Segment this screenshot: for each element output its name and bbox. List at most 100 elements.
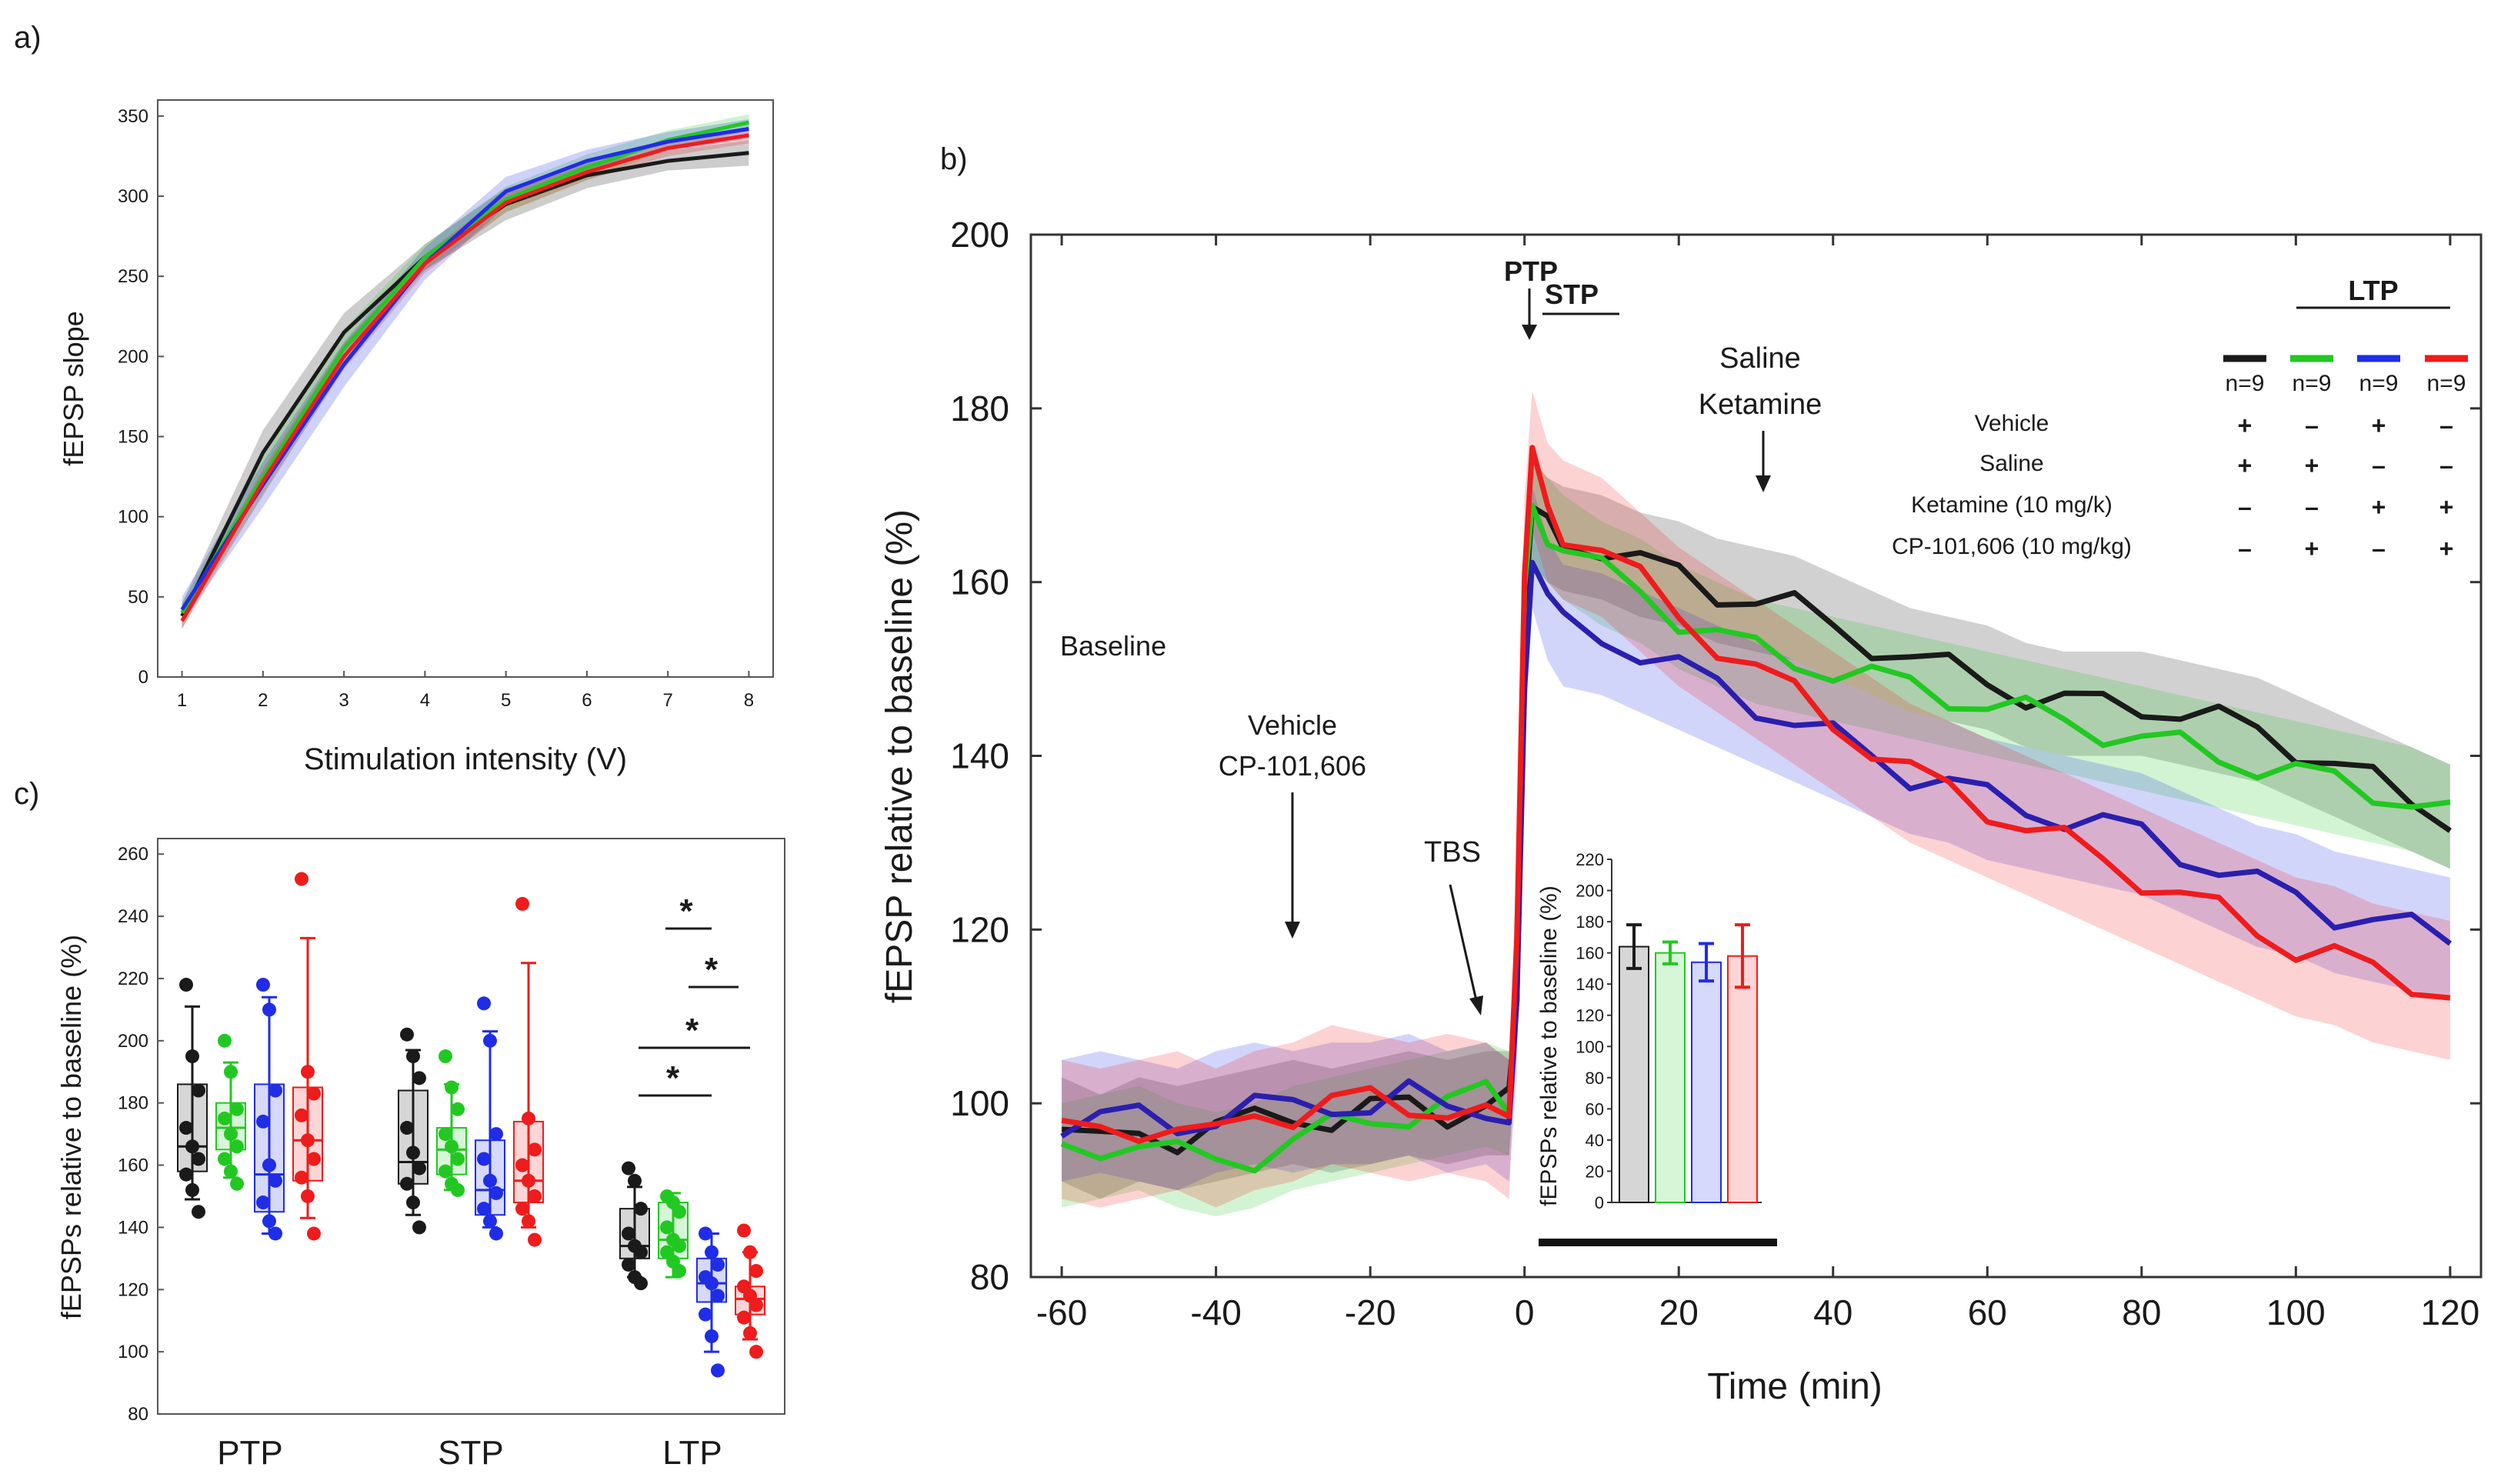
panel-c-point-red: [528, 1232, 542, 1247]
inset-ytick-label: 200: [1576, 882, 1604, 901]
inset-ytick-label: 60: [1586, 1099, 1604, 1119]
panel-a-ytick-label: 300: [118, 186, 148, 207]
panel-b-xtick-label: 80: [2122, 1292, 2161, 1332]
panel-b-ytick-label: 100: [950, 1083, 1009, 1123]
legend-mark: –: [2305, 412, 2319, 439]
panel-c-point-green: [451, 1152, 465, 1166]
panel-b-ylabel: fEPSP relative to baseline (%): [879, 509, 920, 1003]
inset-ytick-label: 0: [1595, 1193, 1604, 1212]
panel-c-ytick-label: 100: [118, 1342, 148, 1362]
panel-a-ytick-label: 0: [138, 667, 148, 688]
panel-c-point-green: [451, 1102, 465, 1116]
panel-c-point-blue: [268, 1226, 282, 1241]
panel-c-point-black: [622, 1226, 635, 1241]
panel-c-point-red: [749, 1264, 763, 1279]
panel-c-point-green: [439, 1127, 452, 1142]
panel-a-ytick-label: 250: [118, 266, 148, 287]
panel-c-category-label: STP: [438, 1434, 504, 1472]
legend-mark: +: [2372, 412, 2386, 439]
panel-c-point-red: [737, 1223, 751, 1238]
panel-b-xtick-label: 0: [1515, 1292, 1535, 1332]
panel-c-point-black: [406, 1196, 420, 1210]
inset-ytick-label: 160: [1576, 944, 1604, 963]
panel-a-xtick-label: 1: [177, 690, 187, 711]
panel-a-ylabel: fEPSP slope: [58, 311, 89, 465]
panel-c-point-black: [412, 1220, 426, 1235]
ptp-arrowhead: [1522, 325, 1537, 340]
panel-b-label: b): [940, 142, 968, 176]
panel-c-point-green: [224, 1127, 238, 1142]
panel-c-category-label: PTP: [217, 1434, 283, 1472]
panel-c-point-red: [295, 1170, 308, 1185]
inset-ytick-label: 220: [1576, 850, 1604, 869]
panel-b-xtick-label: 20: [1659, 1292, 1699, 1332]
panel-c-point-black: [192, 1083, 205, 1098]
annotation-stp: STP: [1545, 278, 1599, 310]
panel-c-point-red: [522, 1111, 535, 1126]
panel-c-point-red: [515, 1158, 529, 1172]
panel-a-ytick-label: 150: [118, 427, 148, 448]
tbs-arrow: [1449, 884, 1479, 1005]
panel-c-point-blue: [262, 1158, 276, 1172]
panel-c-point-black: [179, 1121, 193, 1136]
legend-n-blue: n=9: [2359, 371, 2399, 396]
inset-bar-green: [1655, 952, 1686, 1203]
panel-c-point-blue: [711, 1257, 725, 1272]
panel-c-point-red: [295, 872, 308, 886]
inset-ytick-label: 100: [1576, 1037, 1604, 1056]
legend-mark: +: [2439, 493, 2454, 521]
panel-a-ytick-label: 50: [128, 587, 148, 608]
legend-mark: +: [2305, 535, 2319, 562]
panel-c-point-red: [749, 1298, 763, 1312]
panel-c-point-green: [451, 1182, 465, 1197]
legend-mark: –: [2439, 452, 2453, 479]
panel-c-ytick-label: 120: [118, 1279, 148, 1300]
annotation-saline: Saline: [1719, 342, 1801, 375]
panel-c-point-blue: [262, 1002, 276, 1017]
panel-c-point-blue: [483, 1173, 497, 1188]
legend-mark: +: [2372, 493, 2386, 521]
panel-c-point-red: [515, 1202, 529, 1216]
panel-c-ytick-label: 160: [118, 1156, 148, 1176]
panel-a-ytick-label: 350: [118, 106, 148, 127]
panel-c-point-green: [224, 1164, 238, 1179]
panel-c-point-blue: [483, 1214, 497, 1229]
legend-row-label: Vehicle: [1975, 411, 2049, 436]
legend-mark: +: [2238, 412, 2253, 439]
panel-c-chart: 80 100 120 140 160 180 200 220 240 260 PTP STP LTP *…: [55, 838, 785, 1472]
panel-c-point-green: [672, 1264, 686, 1279]
legend-mark: +: [2238, 452, 2253, 479]
panel-c-point-green: [230, 1139, 244, 1154]
panel-c-point-black: [634, 1202, 648, 1216]
panel-c-point-red: [743, 1245, 757, 1259]
legend-row-label: Saline: [1979, 451, 2043, 476]
panel-c-point-green: [672, 1205, 686, 1219]
panel-c-sig-star: *: [679, 892, 693, 930]
panel-b-xtick-label: -20: [1345, 1292, 1396, 1332]
panel-a-line-green: [180, 120, 749, 614]
panel-c-point-red: [295, 1108, 308, 1122]
panel-c-sig-star: *: [685, 1012, 699, 1049]
legend-mark: +: [2439, 535, 2454, 562]
panel-a-xtick-label: 4: [420, 690, 430, 711]
inset-bar-chart: fEPSPs relative to baseline (%) 0 20 40 60 8…: [1536, 850, 1777, 1246]
panel-c-point-red: [301, 1133, 315, 1148]
inset-bar-red: [1727, 955, 1758, 1203]
panel-c-point-blue: [711, 1289, 725, 1303]
annotation-ketamine: Ketamine: [1699, 389, 1822, 421]
panel-c-point-red: [749, 1345, 763, 1359]
panel-c-point-blue: [699, 1226, 712, 1241]
inset-ytick-label: 80: [1586, 1069, 1604, 1088]
panel-b-xtick-label: 40: [1813, 1292, 1852, 1332]
annotation-cp: CP-101,606: [1219, 750, 1366, 782]
panel-b-xlabel: Time (min): [1707, 1366, 1882, 1407]
panel-c-point-green: [218, 1152, 232, 1166]
inset-ytick-label: 120: [1576, 1006, 1604, 1025]
panel-a-band-red: [182, 127, 749, 629]
panel-c-point-blue: [262, 1214, 276, 1229]
panel-c-point-green: [230, 1176, 244, 1191]
panel-c-point-blue: [705, 1329, 719, 1343]
panel-c-ytick-label: 80: [128, 1404, 148, 1425]
panel-c-frame: [157, 838, 785, 1415]
panel-c-sig-star: *: [666, 1059, 680, 1097]
